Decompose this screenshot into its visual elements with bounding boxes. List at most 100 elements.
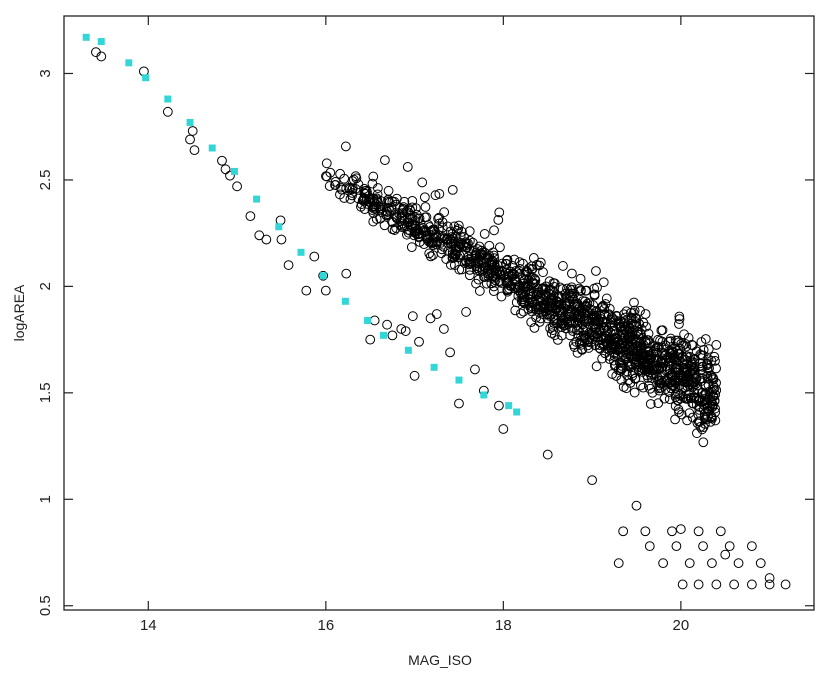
data-point bbox=[383, 185, 394, 196]
cyan-square-point bbox=[480, 391, 488, 399]
data-point bbox=[464, 226, 475, 237]
data-point bbox=[517, 287, 528, 298]
open-circle-point bbox=[400, 326, 411, 336]
open-circle-point bbox=[409, 370, 420, 381]
data-point bbox=[625, 331, 636, 342]
data-point bbox=[534, 260, 545, 271]
data-point bbox=[693, 395, 704, 406]
y-tick-label: 2 bbox=[37, 282, 54, 290]
data-point bbox=[420, 212, 430, 223]
data-point bbox=[653, 334, 663, 345]
data-point bbox=[473, 255, 484, 266]
data-point bbox=[654, 385, 665, 396]
open-circle-point bbox=[746, 579, 757, 590]
open-circle-point bbox=[187, 126, 198, 136]
data-point bbox=[578, 324, 589, 335]
data-point bbox=[417, 177, 428, 188]
data-point bbox=[541, 296, 552, 307]
data-point bbox=[392, 212, 403, 222]
data-point bbox=[453, 220, 464, 231]
data-point bbox=[558, 261, 568, 271]
y-tick-label: 0.5 bbox=[37, 595, 54, 616]
data-point bbox=[634, 365, 645, 376]
open-circle-point bbox=[454, 398, 464, 409]
data-point bbox=[428, 232, 439, 243]
data-point bbox=[394, 209, 405, 219]
data-point bbox=[434, 188, 445, 199]
data-point bbox=[671, 377, 682, 388]
data-point bbox=[430, 229, 441, 240]
data-point bbox=[635, 380, 646, 391]
data-point bbox=[372, 183, 383, 193]
data-point bbox=[567, 323, 577, 334]
cyan-square-point bbox=[164, 95, 172, 103]
data-point bbox=[695, 422, 706, 432]
data-point bbox=[564, 309, 575, 320]
data-point bbox=[567, 268, 577, 279]
data-point bbox=[435, 233, 446, 244]
data-point bbox=[538, 285, 548, 296]
cyan-square-point bbox=[505, 402, 513, 410]
data-point bbox=[453, 224, 464, 234]
cyan-square-point bbox=[82, 33, 90, 41]
data-point bbox=[518, 306, 529, 317]
data-point bbox=[640, 309, 651, 319]
x-axis-label: MAG_ISO bbox=[408, 652, 472, 668]
open-circle-point bbox=[613, 558, 624, 569]
data-point bbox=[569, 342, 580, 352]
data-point bbox=[615, 321, 626, 332]
data-point bbox=[419, 192, 430, 203]
data-point bbox=[493, 215, 504, 225]
data-point bbox=[688, 398, 699, 409]
data-point bbox=[556, 300, 567, 311]
open-circle-point bbox=[445, 347, 455, 358]
data-point bbox=[621, 306, 632, 317]
data-point bbox=[445, 259, 456, 270]
data-point bbox=[406, 242, 417, 253]
data-point bbox=[487, 271, 498, 282]
data-point bbox=[608, 336, 619, 347]
data-point bbox=[445, 226, 456, 237]
open-circle-point bbox=[720, 549, 731, 560]
data-point bbox=[638, 382, 649, 393]
data-point bbox=[591, 361, 602, 372]
data-point bbox=[540, 306, 551, 317]
data-point bbox=[700, 381, 710, 392]
data-point bbox=[678, 371, 689, 382]
open-circle-point bbox=[425, 313, 436, 324]
data-point bbox=[420, 202, 431, 212]
open-circle-point bbox=[461, 307, 471, 317]
data-point bbox=[623, 359, 634, 370]
data-point bbox=[676, 409, 687, 420]
data-point bbox=[397, 220, 408, 231]
open-circle-point bbox=[320, 285, 331, 296]
data-point bbox=[703, 354, 714, 365]
data-point bbox=[640, 358, 651, 369]
data-point bbox=[689, 377, 700, 388]
data-point bbox=[645, 399, 656, 409]
open-circle-point bbox=[254, 230, 265, 241]
data-point bbox=[658, 378, 669, 388]
open-circle-point bbox=[733, 558, 744, 569]
data-point bbox=[697, 369, 708, 379]
data-point bbox=[535, 257, 546, 268]
data-point bbox=[485, 268, 495, 279]
data-point bbox=[617, 344, 627, 354]
data-point bbox=[480, 272, 490, 283]
data-point bbox=[694, 404, 705, 415]
data-point bbox=[711, 363, 721, 374]
data-point bbox=[550, 300, 561, 311]
data-point bbox=[629, 387, 640, 398]
data-point bbox=[575, 286, 586, 297]
data-point bbox=[359, 193, 370, 204]
y-tick-label: 2.5 bbox=[37, 170, 54, 191]
data-point bbox=[609, 355, 619, 366]
data-point bbox=[419, 225, 430, 236]
data-point bbox=[529, 273, 540, 284]
data-point bbox=[335, 182, 346, 193]
data-point bbox=[479, 253, 490, 264]
open-circle-point bbox=[494, 400, 504, 411]
cyan-square-point bbox=[208, 144, 216, 152]
data-point bbox=[511, 297, 522, 308]
data-point bbox=[525, 288, 536, 299]
